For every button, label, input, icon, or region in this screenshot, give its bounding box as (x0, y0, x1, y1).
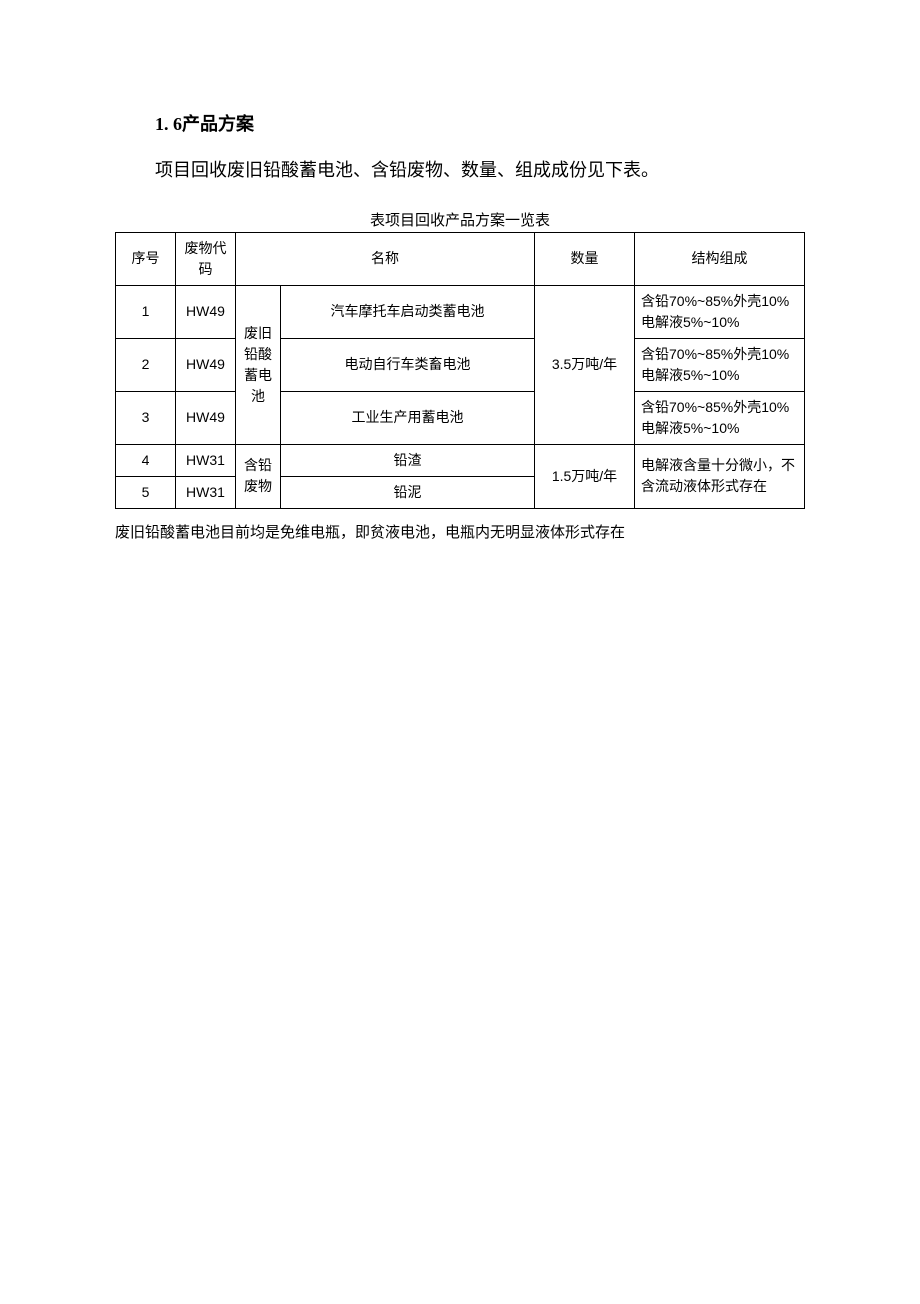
cell-name: 电动自行车类畜电池 (281, 338, 535, 391)
cell-seq: 4 (116, 444, 176, 476)
cell-name: 铅渣 (281, 444, 535, 476)
cell-code: HW31 (176, 444, 236, 476)
cell-code: HW31 (176, 476, 236, 508)
cell-seq: 5 (116, 476, 176, 508)
cell-seq: 3 (116, 391, 176, 444)
cell-comp: 含铅70%~85%外壳10%电解液5%~10% (635, 285, 805, 338)
table-header-row: 序号 废物代码 名称 数量 结构组成 (116, 232, 805, 285)
cell-code: HW49 (176, 338, 236, 391)
cell-comp: 电解液含量十分微小，不含流动液体形式存在 (635, 444, 805, 508)
cell-code: HW49 (176, 285, 236, 338)
header-name: 名称 (236, 232, 535, 285)
section-heading: 1. 6产品方案 (115, 110, 805, 136)
cell-qty: 3.5万吨/年 (535, 285, 635, 444)
header-qty: 数量 (535, 232, 635, 285)
cell-comp: 含铅70%~85%外壳10%电解液5%~10% (635, 391, 805, 444)
footnote-text: 废旧铅酸蓄电池目前均是免维电瓶，即贫液电池，电瓶内无明显液体形式存在 (115, 521, 805, 545)
table-row: 2 HW49 电动自行车类畜电池 含铅70%~85%外壳10%电解液5%~10% (116, 338, 805, 391)
table-row: 1 HW49 废旧铅酸蓄电池 汽车摩托车启动类蓄电池 3.5万吨/年 含铅70%… (116, 285, 805, 338)
header-comp: 结构组成 (635, 232, 805, 285)
table-row: 4 HW31 含铅废物 铅渣 1.5万吨/年 电解液含量十分微小，不含流动液体形… (116, 444, 805, 476)
header-seq: 序号 (116, 232, 176, 285)
cell-name: 汽车摩托车启动类蓄电池 (281, 285, 535, 338)
cell-qty: 1.5万吨/年 (535, 444, 635, 508)
cell-seq: 1 (116, 285, 176, 338)
cell-name: 铅泥 (281, 476, 535, 508)
cell-comp: 含铅70%~85%外壳10%电解液5%~10% (635, 338, 805, 391)
cell-category: 废旧铅酸蓄电池 (236, 285, 281, 444)
cell-code: HW49 (176, 391, 236, 444)
cell-seq: 2 (116, 338, 176, 391)
cell-category: 含铅废物 (236, 444, 281, 508)
table-row: 3 HW49 工业生产用蓄电池 含铅70%~85%外壳10%电解液5%~10% (116, 391, 805, 444)
intro-text: 项目回收废旧铅酸蓄电池、含铅废物、数量、组成成份见下表。 (115, 156, 805, 185)
cell-name: 工业生产用蓄电池 (281, 391, 535, 444)
table-caption: 表项目回收产品方案一览表 (115, 209, 805, 230)
product-table: 序号 废物代码 名称 数量 结构组成 1 HW49 废旧铅酸蓄电池 汽车摩托车启… (115, 232, 805, 509)
header-code: 废物代码 (176, 232, 236, 285)
